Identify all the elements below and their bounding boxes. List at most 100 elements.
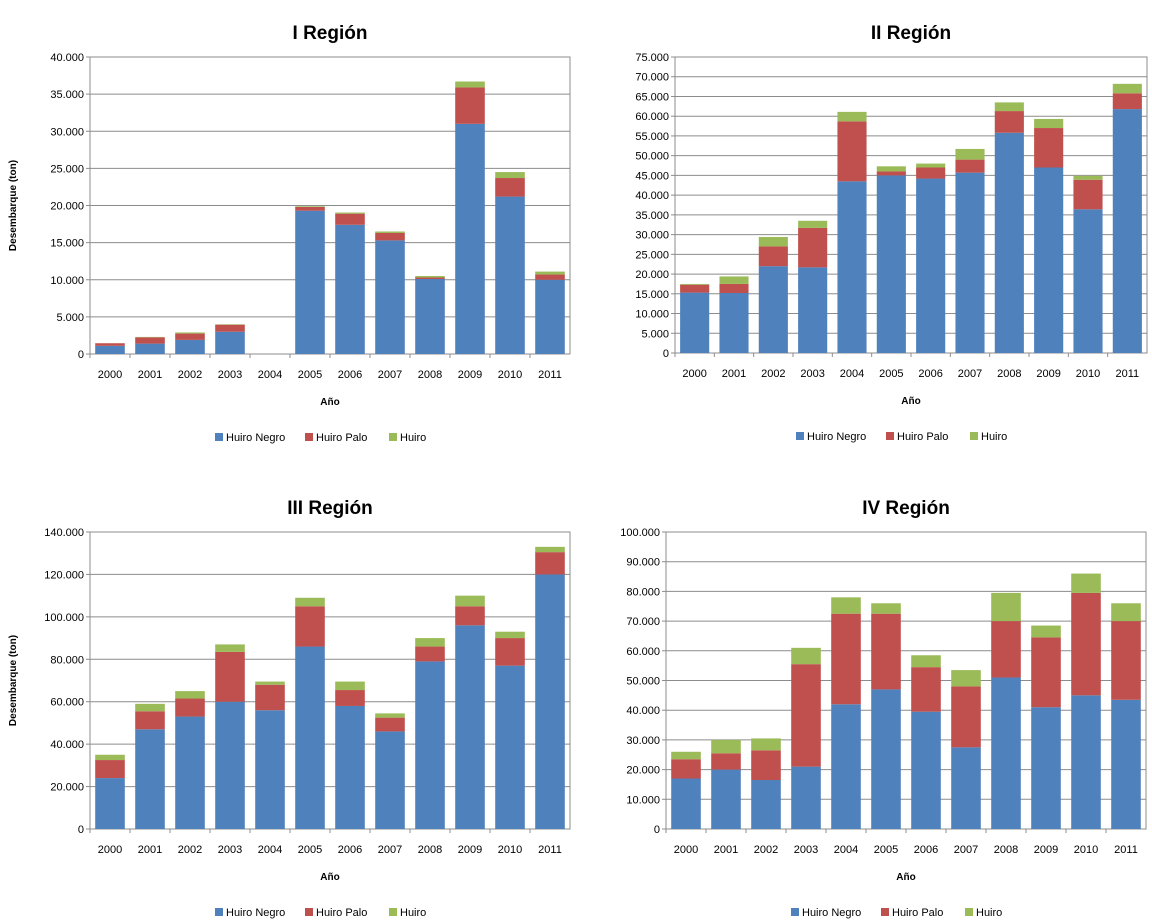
legend-swatch	[881, 908, 889, 916]
bar-segment-huiro-negro-2004	[837, 181, 867, 353]
y-tick-label: 0	[663, 348, 669, 360]
x-tick-label: 2010	[498, 844, 522, 856]
bar-segment-huiro-palo-2008	[415, 646, 445, 662]
x-tick-label: 2009	[1034, 844, 1058, 856]
legend-label: Huiro	[400, 432, 426, 444]
y-tick-label: 10.000	[626, 794, 660, 806]
legend-swatch	[970, 432, 978, 440]
bar-segment-huiro-palo-2007	[375, 717, 405, 732]
bar-segment-huiro-negro-2001	[719, 293, 749, 353]
y-tick-label: 30.000	[635, 230, 669, 242]
x-tick-label: 2000	[98, 844, 122, 856]
bar-segment-huiro-negro-2004	[255, 710, 285, 829]
bar-segment-huiro-palo-2003	[791, 664, 821, 767]
bar-segment-huiro-palo-2011	[1111, 621, 1141, 700]
bar-segment-huiro-palo-2002	[758, 246, 788, 267]
y-tick-label: 60.000	[635, 111, 669, 123]
bar-segment-huiro-negro-2006	[335, 224, 365, 354]
bar-segment-huiro-negro-2011	[1112, 109, 1142, 353]
bar-segment-huiro-2000	[95, 754, 125, 761]
bar-segment-huiro-negro-2004	[831, 704, 861, 829]
bar-segment-huiro-negro-2005	[295, 646, 325, 829]
bar-segment-huiro-negro-2007	[951, 747, 981, 829]
bar-segment-huiro-2009	[1034, 118, 1064, 129]
x-tick-label: 2009	[1036, 368, 1060, 380]
y-tick-label: 0	[654, 824, 660, 836]
legend-swatch	[796, 432, 804, 440]
bar-segment-huiro-palo-2002	[175, 698, 205, 717]
chart-svg: IV Región 0 10.000 20.000 30.000 40.000 50.000…	[620, 498, 1147, 919]
bar-segment-huiro-negro-2001	[135, 343, 165, 354]
x-tick-label: 2007	[954, 844, 978, 856]
x-tick-label: 2003	[800, 368, 824, 380]
x-tick-label: 2003	[218, 369, 242, 381]
bar-segment-huiro-negro-2008	[994, 132, 1024, 353]
legend-swatch	[305, 433, 313, 441]
bar-segment-huiro-negro-2007	[955, 172, 985, 353]
bar-segment-huiro-negro-2011	[535, 574, 565, 829]
legend-swatch	[215, 908, 223, 916]
chart-panel-ii-region: II Región 0 5.000 10.000 15.000 20.000 25.000 3…	[576, 0, 1152, 460]
legend-swatch	[389, 908, 397, 916]
bar-segment-huiro-negro-2007	[375, 240, 405, 354]
bar-segment-huiro-2002	[175, 691, 205, 699]
bar-segment-huiro-negro-2009	[455, 123, 485, 354]
y-tick-label: 40.000	[635, 190, 669, 202]
bar-segment-huiro-negro-2009	[455, 625, 485, 829]
bar-segment-huiro-palo-2008	[991, 621, 1021, 678]
bar-segment-huiro-palo-2000	[95, 343, 125, 346]
bar-segment-huiro-palo-2002	[175, 333, 205, 340]
legend-label: Huiro Negro	[226, 907, 285, 919]
x-axis-label: Año	[896, 872, 915, 883]
bar-segment-huiro-palo-2007	[951, 686, 981, 748]
bar-segment-huiro-palo-2005	[295, 606, 325, 647]
bar-segment-huiro-palo-2006	[335, 213, 365, 225]
bar-segment-huiro-negro-2010	[495, 196, 525, 354]
x-tick-label: 2011	[1116, 368, 1140, 380]
y-tick-label: 50.000	[626, 676, 660, 688]
x-tick-label: 2010	[1076, 368, 1100, 380]
bar-segment-huiro-negro-2003	[215, 701, 245, 829]
y-tick-label: 80.000	[626, 586, 660, 598]
bar-segment-huiro-2008	[415, 276, 445, 278]
x-tick-label: 2007	[958, 368, 982, 380]
y-tick-label: 35.000	[635, 210, 669, 222]
bar-segment-huiro-negro-2006	[335, 705, 365, 829]
bar-segment-huiro-2001	[719, 276, 749, 284]
legend-label: Huiro Palo	[316, 432, 367, 444]
x-tick-label: 2000	[98, 369, 122, 381]
bar-segment-huiro-2011	[535, 271, 565, 275]
x-tick-label: 2011	[538, 369, 562, 381]
bar-segment-huiro-palo-2003	[215, 651, 245, 702]
bar-segment-huiro-2004	[831, 597, 861, 614]
bar-segment-huiro-2008	[415, 638, 445, 647]
bar-segment-huiro-negro-2005	[871, 689, 901, 829]
y-tick-label: 60.000	[626, 646, 660, 658]
y-tick-label: 25.000	[635, 249, 669, 261]
x-tick-label: 2010	[1074, 844, 1098, 856]
bar-segment-huiro-negro-2007	[375, 731, 405, 829]
bar-segment-huiro-2011	[1112, 83, 1142, 94]
y-tick-label: 15.000	[635, 289, 669, 301]
bar-segment-huiro-2007	[375, 231, 405, 233]
chart-panel-i-region: I Región 0 5.000 10.000 15.000 20.000 25.000 30…	[0, 0, 576, 460]
x-tick-label: 2008	[418, 369, 442, 381]
chart-title: IV Región	[862, 498, 950, 519]
bar-segment-huiro-negro-2010	[495, 665, 525, 829]
x-tick-label: 2008	[418, 844, 442, 856]
legend-label: Huiro	[400, 907, 426, 919]
x-tick-label: 2005	[879, 368, 903, 380]
x-tick-label: 2011	[1114, 844, 1138, 856]
bar-segment-huiro-2001	[711, 739, 741, 754]
y-tick-label: 40.000	[626, 705, 660, 717]
y-tick-label: 10.000	[50, 275, 84, 287]
bar-segment-huiro-palo-2001	[719, 283, 749, 294]
bar-segment-huiro-2006	[911, 655, 941, 668]
bar-segment-huiro-2010	[495, 172, 525, 179]
legend-swatch	[389, 433, 397, 441]
bar-segment-huiro-2011	[1111, 603, 1141, 622]
y-tick-label: 0	[78, 349, 84, 361]
bar-segment-huiro-palo-2005	[876, 171, 906, 176]
y-tick-label: 20.000	[626, 765, 660, 777]
y-tick-label: 20.000	[635, 269, 669, 281]
